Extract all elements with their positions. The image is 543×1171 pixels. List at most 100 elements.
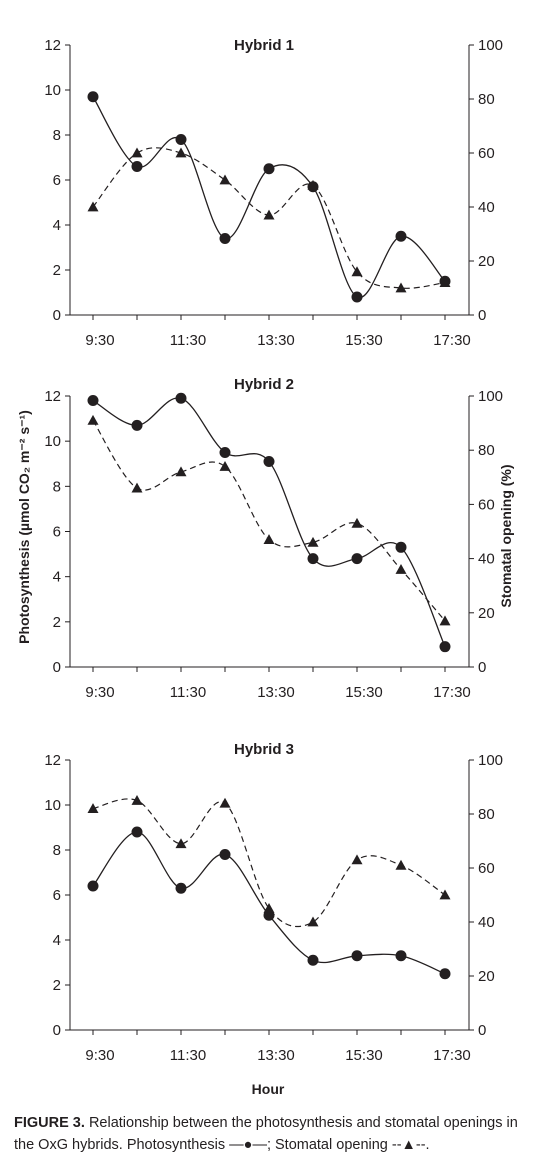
stomatal-opening-point [175, 147, 187, 158]
right-tick-label: 80 [478, 806, 495, 823]
chart-panel-2: Hybrid 2 0 2 4 6 8 10 12 0 20 40 60 80 100 9:30 11:30 13… [44, 376, 503, 701]
photosynthesis-point [87, 91, 99, 103]
x-axis-label: Hour [252, 1081, 285, 1097]
stomatal-opening-point [307, 179, 319, 190]
right-tick-label: 100 [478, 752, 503, 769]
stomatal-opening-point [439, 615, 451, 626]
x-tick-label: 9:30 [85, 332, 114, 349]
left-tick-label: 2 [53, 262, 61, 279]
right-tick-label: 40 [478, 551, 495, 568]
x-tick-label: 17:30 [433, 684, 471, 701]
photosynthesis-point [395, 230, 407, 242]
chart-title: Hybrid 1 [234, 37, 294, 54]
left-axis-label: Photosynthesis (µmol CO₂ m⁻² s⁻¹) [16, 410, 32, 644]
stomatal-opening-point [219, 460, 231, 471]
x-tick-label: 11:30 [170, 332, 206, 349]
right-tick-label: 0 [478, 1022, 486, 1039]
photosynthesis-point [351, 950, 363, 962]
x-tick-label: 15:30 [345, 332, 383, 349]
photosynthesis-point [395, 950, 407, 962]
stomatal-opening-point [87, 414, 99, 425]
x-tick-label: 15:30 [345, 1047, 383, 1064]
left-tick-label: 12 [44, 37, 61, 54]
stomatal-opening-point [175, 466, 187, 477]
right-tick-label: 80 [478, 442, 495, 459]
stomatal-opening-line [92, 798, 446, 928]
left-tick-label: 0 [53, 659, 61, 676]
photosynthesis-point [219, 446, 231, 458]
photosynthesis-point [87, 880, 99, 892]
right-tick-label: 20 [478, 968, 495, 985]
stomatal-opening-point [439, 277, 451, 287]
stomatal-opening-point [131, 147, 143, 158]
caption-label: FIGURE 3. [14, 1115, 85, 1131]
right-tick-label: 0 [478, 659, 486, 676]
photosynthesis-point [131, 419, 143, 431]
x-tick-label: 13:30 [257, 1047, 295, 1064]
photosynthesis-point [395, 541, 407, 553]
figure-caption: FIGURE 3. Relationship between the photo… [14, 1112, 534, 1156]
photosynthesis-line [92, 96, 446, 299]
left-tick-label: 4 [53, 932, 61, 949]
left-tick-label: 4 [53, 569, 61, 586]
stomatal-opening-point [131, 482, 143, 493]
stomatal-opening-point [307, 916, 319, 927]
left-tick-label: 4 [53, 217, 61, 234]
photosynthesis-point [263, 163, 275, 175]
stomatal-opening-line [92, 420, 446, 622]
left-tick-label: 8 [53, 478, 61, 495]
x-tick-label: 11:30 [170, 684, 206, 701]
photosynthesis-point [87, 395, 99, 407]
photosynthesis-point [219, 233, 231, 244]
photosynthesis-point [175, 882, 187, 894]
stomatal-opening-point [131, 795, 143, 805]
stomatal-opening-point [219, 174, 231, 185]
stomatal-opening-point [395, 859, 407, 870]
caption-text: Relationship between the photosynthesis … [14, 1115, 518, 1153]
right-tick-label: 60 [478, 496, 495, 513]
stomatal-opening-point [263, 209, 275, 220]
stomatal-opening-point [351, 266, 363, 277]
chart-panel-3: Hybrid 3 0 2 4 6 8 10 12 0 20 40 60 80 100 9:30 11:30 13… [44, 741, 503, 1064]
photosynthesis-point [307, 954, 319, 966]
stomatal-opening-point [439, 889, 451, 900]
right-axis-label: Stomatal opening (%) [498, 464, 514, 607]
photosynthesis-line [92, 397, 446, 647]
chart-title: Hybrid 3 [234, 741, 294, 758]
x-tick-label: 17:30 [433, 1047, 471, 1064]
stomatal-opening-point [87, 803, 99, 813]
x-tick-label: 9:30 [85, 1047, 114, 1064]
photosynthesis-point [351, 553, 363, 565]
chart-title: Hybrid 2 [234, 376, 294, 393]
stomatal-opening-point [351, 517, 363, 528]
right-tick-label: 40 [478, 199, 495, 216]
x-tick-label: 17:30 [433, 332, 471, 349]
stomatal-opening-point [175, 838, 187, 849]
left-tick-label: 8 [53, 127, 61, 144]
photosynthesis-point [175, 392, 187, 404]
photosynthesis-point [263, 455, 275, 467]
chart-panel-1: Hybrid 1 0 2 4 6 8 10 12 0 20 40 60 80 100 9:30 11:30 13… [44, 37, 503, 349]
right-tick-label: 0 [478, 307, 486, 324]
photosynthesis-point [175, 134, 187, 145]
right-tick-label: 60 [478, 860, 495, 877]
stomatal-opening-point [395, 282, 407, 293]
stomatal-opening-line [92, 147, 446, 289]
right-tick-label: 100 [478, 37, 503, 54]
left-tick-label: 6 [53, 172, 61, 189]
stomatal-opening-point [263, 534, 275, 545]
photosynthesis-line [92, 831, 446, 975]
photosynthesis-point [219, 849, 231, 860]
x-tick-label: 9:30 [85, 684, 114, 701]
stomatal-opening-point [219, 797, 231, 808]
stomatal-opening-point [87, 201, 99, 212]
x-tick-label: 11:30 [170, 1047, 206, 1064]
left-tick-label: 6 [53, 524, 61, 541]
right-tick-label: 60 [478, 145, 495, 162]
left-tick-label: 10 [44, 433, 61, 450]
photosynthesis-point [351, 291, 363, 303]
stomatal-opening-point [263, 903, 275, 913]
left-tick-label: 0 [53, 1022, 61, 1039]
